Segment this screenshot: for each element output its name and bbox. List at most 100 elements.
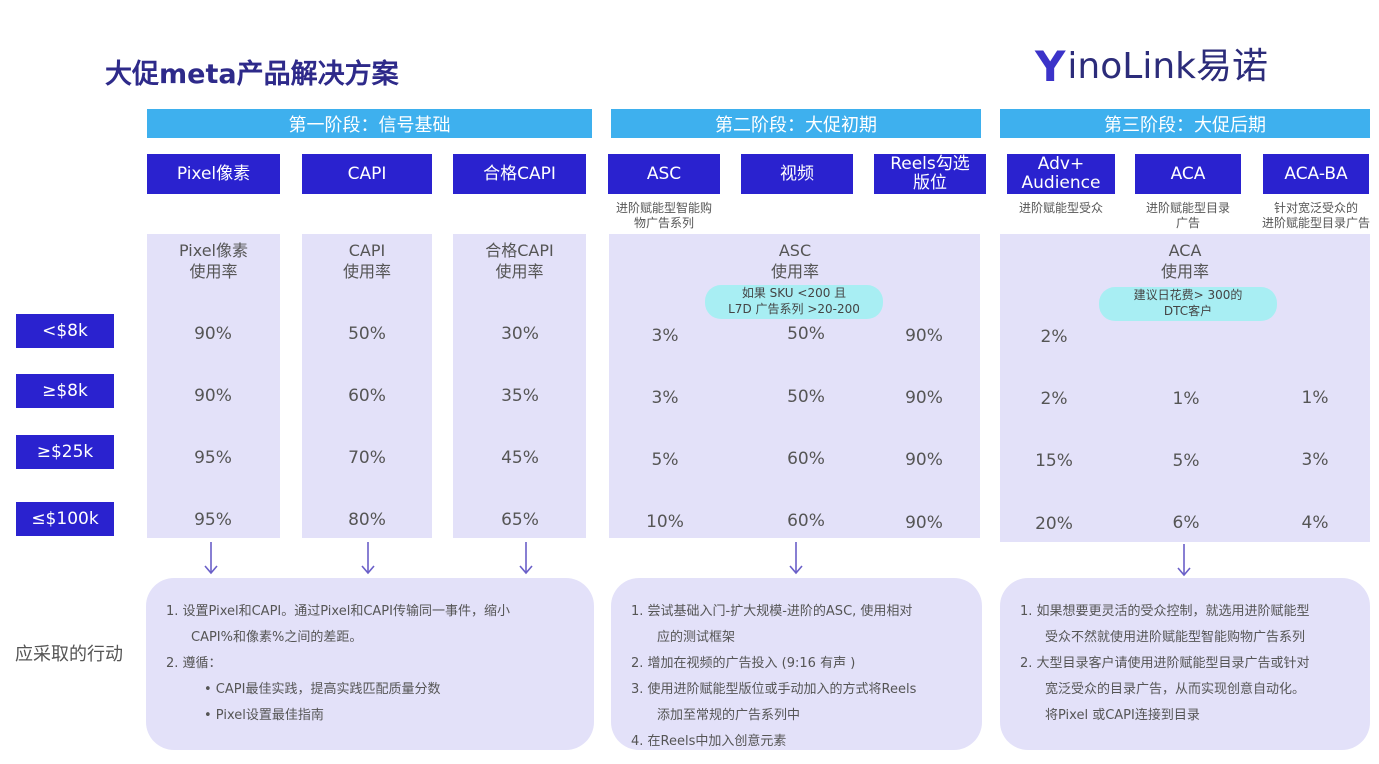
colhead-asc-line2: 使用率 xyxy=(770,261,819,281)
action-line: 2. 增加在视频的广告投入 (9:16 有声 ) xyxy=(631,656,856,671)
aca-subtitle-line1: 进阶赋能型目录 xyxy=(1145,201,1230,215)
aca-note-line1: 建议日花费> 300的 xyxy=(1133,288,1243,303)
action-line: 宽泛受众的目录广告，从而实现创意自动化。 xyxy=(1045,682,1306,697)
cell-r3-aca: 5% xyxy=(1172,451,1200,471)
action-line: 受众不然就使用进阶赋能型智能购物广告系列 xyxy=(1045,630,1306,645)
aca-subtitle-line2: 广告 xyxy=(1175,216,1200,230)
asc-note: 如果 SKU <200 且 L7D 广告系列 >20-200 xyxy=(705,285,883,319)
tier-lt-8k: <$8k xyxy=(16,314,114,348)
asc-subtitle-line2: 物广告系列 xyxy=(633,216,694,230)
product-qualified-capi: 合格CAPI xyxy=(453,154,586,194)
cell-r2-asc: 3% xyxy=(651,388,679,408)
colhead-qcapi-line2: 使用率 xyxy=(495,261,544,281)
cell-r3-asc: 5% xyxy=(651,450,679,470)
action-line: 应的测试框架 xyxy=(657,630,736,645)
colhead-pixel-line2: 使用率 xyxy=(189,261,238,281)
aca-subtitle: 进阶赋能型目录 广告 xyxy=(1127,201,1249,231)
colhead-capi: CAPI 使用率 xyxy=(302,241,432,283)
cell-r2-video: 50% xyxy=(787,387,825,407)
cell-r3-qcapi: 45% xyxy=(501,448,539,468)
actions-stage-2: 1. 尝试基础入门-扩大规模-进阶的ASC, 使用相对 应的测试框架 2. 增加… xyxy=(611,578,982,750)
product-asc: ASC xyxy=(608,154,720,194)
asc-subtitle-line1: 进阶赋能型智能购 xyxy=(615,201,712,215)
cell-r2-aca: 1% xyxy=(1172,389,1200,409)
asc-subtitle: 进阶赋能型智能购 物广告系列 xyxy=(600,201,728,231)
brand-logo: Y inoLink易诺 xyxy=(1035,42,1268,92)
asc-note-line2: L7D 广告系列 >20-200 xyxy=(728,302,860,316)
cell-r2-qcapi: 35% xyxy=(501,386,539,406)
cell-r2-aca-ba: 1% xyxy=(1301,388,1329,408)
action-line: 2. 大型目录客户请使用进阶赋能型目录广告或针对 xyxy=(1020,656,1310,671)
cell-r4-pixel: 95% xyxy=(194,510,232,530)
colhead-aca-line1: ACA xyxy=(1168,241,1202,260)
aca-ba-subtitle-line1: 针对宽泛受众的 xyxy=(1273,201,1358,215)
cell-r3-video: 60% xyxy=(787,449,825,469)
action-line: CAPI%和像素%之间的差距。 xyxy=(191,630,363,645)
cell-r4-adv: 20% xyxy=(1035,514,1073,534)
product-pixel: Pixel像素 xyxy=(147,154,280,194)
cell-r1-asc: 3% xyxy=(651,326,679,346)
product-reels-line2: 版位 xyxy=(913,173,947,193)
arrow-down-icon xyxy=(1177,544,1191,577)
cell-r1-pixel: 90% xyxy=(194,324,232,344)
stage-2-header: 第二阶段：大促初期 xyxy=(611,109,981,138)
aca-ba-subtitle-line2: 进阶赋能型目录广告 xyxy=(1261,216,1370,230)
asc-note-line1: 如果 SKU <200 且 xyxy=(741,286,847,301)
cell-r4-video: 60% xyxy=(787,511,825,531)
aca-note: 建议日花费> 300的 DTC客户 xyxy=(1099,287,1277,321)
action-line: 添加至常规的广告系列中 xyxy=(657,708,801,723)
cell-r2-adv: 2% xyxy=(1040,389,1068,409)
colhead-asc-line1: ASC xyxy=(778,241,812,260)
cell-r2-reels: 90% xyxy=(905,388,943,408)
product-aca: ACA xyxy=(1135,154,1241,194)
action-line: • Pixel设置最佳指南 xyxy=(204,708,324,723)
logo-text: inoLink易诺 xyxy=(1067,46,1268,87)
logo-mark: Y xyxy=(1035,42,1066,91)
cell-r1-reels: 90% xyxy=(905,326,943,346)
product-reels-line1: Reels勾选 xyxy=(890,154,970,175)
cell-r1-video: 50% xyxy=(787,324,825,344)
actions-stage-3: 1. 如果想要更灵活的受众控制，就选用进阶赋能型 受众不然就使用进阶赋能型智能购… xyxy=(1000,578,1370,750)
cell-r4-qcapi: 65% xyxy=(501,510,539,530)
cell-r1-adv: 2% xyxy=(1040,327,1068,347)
cell-r2-capi: 60% xyxy=(348,386,386,406)
stage-1-header: 第一阶段：信号基础 xyxy=(147,109,592,138)
product-adv-line2: Audience xyxy=(1021,173,1101,193)
arrow-down-icon xyxy=(789,542,803,575)
action-line: 3. 使用进阶赋能型版位或手动加入的方式将Reels xyxy=(631,682,917,697)
product-adv-line1: Adv+ xyxy=(1037,154,1085,175)
cell-r4-aca-ba: 4% xyxy=(1301,513,1329,533)
cell-r3-aca-ba: 3% xyxy=(1301,450,1329,470)
tier-le-100k: ≤$100k xyxy=(16,502,114,536)
cell-r4-capi: 80% xyxy=(348,510,386,530)
arrow-down-icon xyxy=(519,542,533,575)
panel-pixel xyxy=(147,234,280,538)
colhead-asc: ASC 使用率 xyxy=(735,241,855,283)
page-title: 大促meta产品解决方案 xyxy=(105,59,399,90)
cell-r2-pixel: 90% xyxy=(194,386,232,406)
cell-r4-reels: 90% xyxy=(905,513,943,533)
action-line: • CAPI最佳实践，提高实践匹配质量分数 xyxy=(204,682,441,697)
cell-r4-aca: 6% xyxy=(1172,513,1200,533)
colhead-pixel-line1: Pixel像素 xyxy=(178,241,248,260)
cell-r1-capi: 50% xyxy=(348,324,386,344)
aca-ba-subtitle: 针对宽泛受众的 进阶赋能型目录广告 xyxy=(1252,201,1379,231)
colhead-pixel: Pixel像素 使用率 xyxy=(147,241,280,283)
arrow-down-icon xyxy=(204,542,218,575)
product-capi: CAPI xyxy=(302,154,432,194)
colhead-qcapi-line1: 合格CAPI xyxy=(485,241,554,260)
action-line: 1. 尝试基础入门-扩大规模-进阶的ASC, 使用相对 xyxy=(631,604,913,619)
stage-3-header: 第三阶段：大促后期 xyxy=(1000,109,1370,138)
actions-stage-1: 1. 设置Pixel和CAPI。通过Pixel和CAPI传输同一事件，缩小 CA… xyxy=(146,578,594,750)
action-line: 2. 遵循： xyxy=(166,656,222,671)
action-label: 应采取的行动 xyxy=(15,644,123,665)
cell-r3-capi: 70% xyxy=(348,448,386,468)
cell-r1-qcapi: 30% xyxy=(501,324,539,344)
cell-r3-adv: 15% xyxy=(1035,451,1073,471)
cell-r3-pixel: 95% xyxy=(194,448,232,468)
colhead-capi-line1: CAPI xyxy=(348,241,386,260)
aca-note-line2: DTC客户 xyxy=(1163,304,1213,318)
colhead-qcapi: 合格CAPI 使用率 xyxy=(453,241,586,283)
action-line: 1. 如果想要更灵活的受众控制，就选用进阶赋能型 xyxy=(1020,604,1310,619)
product-aca-ba: ACA-BA xyxy=(1263,154,1369,194)
